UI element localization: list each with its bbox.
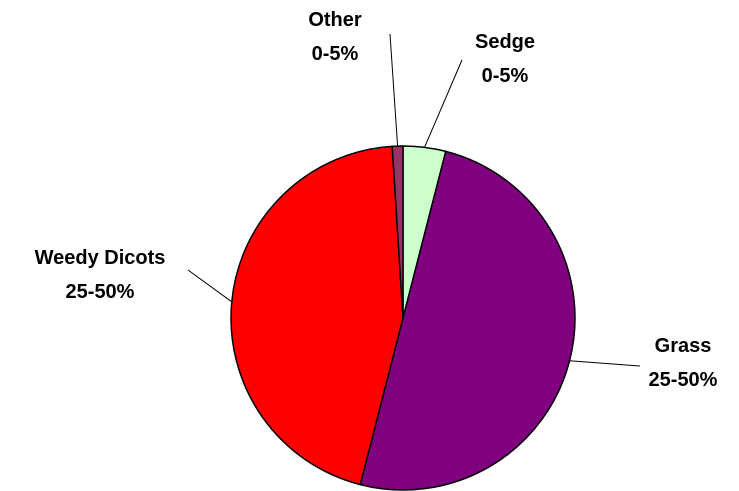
leader-line-sedge xyxy=(424,59,463,148)
slice-label-grass-name: Grass xyxy=(655,335,712,357)
slice-label-weedy-dicots-name: Weedy Dicots xyxy=(35,247,166,269)
leader-line-grass xyxy=(569,360,641,367)
leader-lines-layer xyxy=(187,33,641,367)
pie-slice-grass xyxy=(359,150,576,491)
leader-line-weedy-dicots xyxy=(187,269,233,303)
slice-label-grass-range: 25-50% xyxy=(649,369,718,391)
slice-label-weedy-dicots-range: 25-50% xyxy=(66,281,135,303)
slice-label-sedge-name: Sedge xyxy=(475,31,535,53)
slice-label-sedge-range: 0-5% xyxy=(482,65,529,87)
leader-line-other xyxy=(389,33,399,147)
pie-slice-weedy-dicots xyxy=(230,145,404,486)
slice-label-other-name: Other xyxy=(308,9,362,31)
slices-layer xyxy=(230,145,576,491)
slice-label-other-range: 0-5% xyxy=(312,43,359,65)
